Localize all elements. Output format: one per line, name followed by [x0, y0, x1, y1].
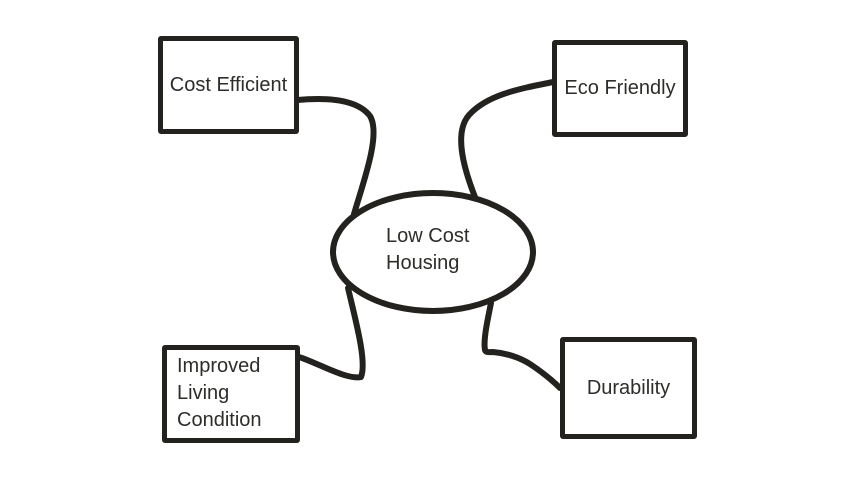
node-improved-label-line2: Living — [177, 382, 230, 404]
connector-cost-efficient-to-center — [294, 95, 377, 217]
center-node-label: Low Cost Housing — [386, 223, 469, 277]
node-durability-label: Durability — [586, 376, 671, 399]
connector-durability-to-center — [481, 300, 563, 391]
node-cost-efficient: Cost Efficient — [158, 36, 299, 134]
connector-improved-living-to-center — [296, 285, 366, 381]
node-improved-living-condition: Improved Living Condition — [162, 345, 300, 443]
connector-eco-friendly-to-center — [458, 79, 556, 205]
center-ellipse — [330, 190, 536, 314]
node-improved-label-line1: Improved — [177, 355, 261, 377]
node-eco-friendly-label: Eco Friendly — [564, 77, 676, 99]
center-label-line1: Low Cost — [386, 225, 470, 247]
center-label-line2: Housing — [386, 252, 460, 274]
node-cost-efficient-label: Cost Efficient — [169, 73, 288, 96]
node-eco-friendly: Eco Friendly — [552, 40, 688, 137]
node-durability: Durability — [560, 337, 697, 439]
node-improved-label-line3: Condition — [177, 409, 262, 431]
